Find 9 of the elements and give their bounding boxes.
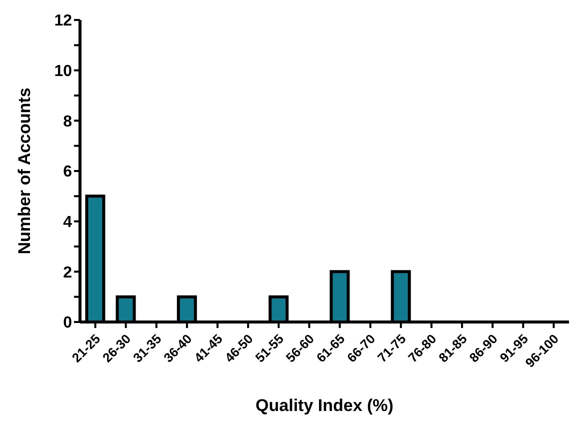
y-tick-label: 12 bbox=[54, 12, 72, 30]
y-tick-label: 4 bbox=[63, 214, 72, 232]
y-axis-title: Number of Accounts bbox=[15, 88, 34, 254]
y-tick-label: 0 bbox=[63, 314, 72, 332]
y-tick-label: 2 bbox=[63, 264, 72, 282]
y-tick-label: 6 bbox=[63, 164, 72, 181]
x-axis-title: Quality Index (%) bbox=[256, 396, 394, 415]
y-tick-label: 10 bbox=[54, 63, 72, 80]
y-tick-label: 8 bbox=[63, 113, 72, 130]
